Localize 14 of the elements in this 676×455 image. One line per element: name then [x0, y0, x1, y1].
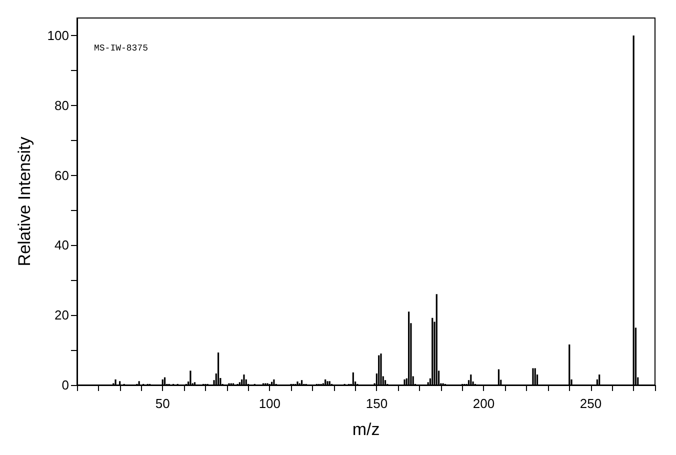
annotation: MS-IW-8375 [94, 44, 148, 54]
x-tick-label: 100 [258, 396, 281, 411]
x-tick-label: 50 [155, 396, 170, 411]
y-axis-title: Relative Intensity [15, 136, 34, 266]
y-tick-label: 20 [54, 308, 69, 323]
x-tick-label: 200 [472, 396, 495, 411]
y-tick-label: 60 [54, 168, 69, 183]
y-tick-label: 0 [62, 378, 69, 392]
x-tick-label: 150 [366, 396, 388, 411]
y-tick-label: 40 [54, 238, 69, 253]
y-tick-label: 100 [47, 28, 69, 43]
y-tick-label: 80 [54, 98, 69, 113]
x-tick-label: 250 [580, 396, 602, 411]
x-axis-title: m/z [352, 420, 380, 439]
